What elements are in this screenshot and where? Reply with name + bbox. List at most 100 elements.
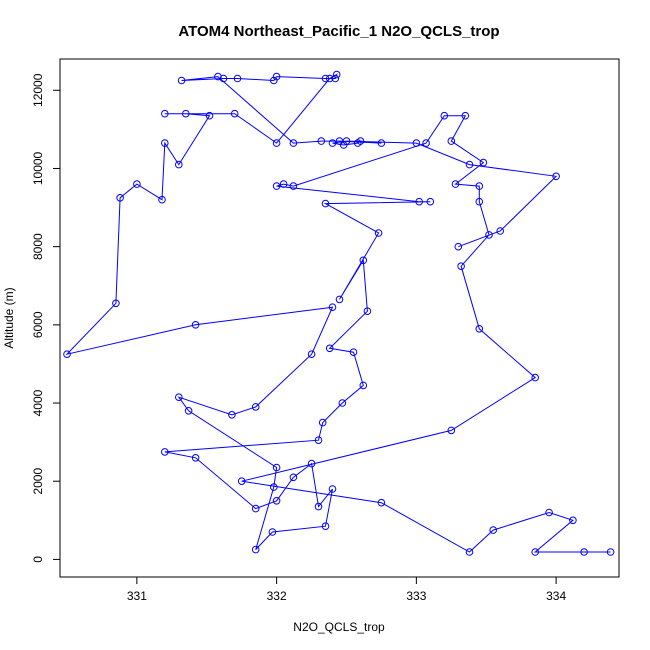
data-point bbox=[175, 160, 183, 169]
data-point bbox=[175, 393, 183, 402]
data-point bbox=[272, 497, 281, 505]
data-point bbox=[161, 448, 169, 456]
data-point bbox=[328, 303, 337, 312]
data-point bbox=[133, 180, 141, 188]
data-point bbox=[335, 295, 344, 304]
data-point bbox=[158, 195, 166, 204]
data-point bbox=[317, 137, 326, 145]
data-point bbox=[461, 111, 470, 120]
data-point bbox=[279, 180, 288, 188]
data-point bbox=[465, 160, 474, 169]
x-tick-label: 332 bbox=[267, 589, 287, 603]
data-point bbox=[214, 72, 222, 81]
data-point bbox=[161, 109, 169, 118]
data-point bbox=[475, 325, 484, 333]
data-point bbox=[191, 454, 200, 462]
data-point bbox=[359, 256, 368, 265]
data-point bbox=[237, 477, 246, 486]
data-point bbox=[331, 74, 340, 83]
series-line bbox=[65, 73, 611, 553]
data-point bbox=[447, 426, 456, 435]
y-tick-label: 8000 bbox=[31, 233, 45, 260]
data-point bbox=[112, 299, 120, 308]
y-axis: 0 2000 4000 6000 8000 10000 12000 bbox=[31, 73, 61, 563]
data-point bbox=[349, 348, 358, 357]
data-point bbox=[465, 548, 474, 556]
data-point bbox=[161, 139, 169, 147]
data-point bbox=[328, 485, 337, 493]
y-tick-label: 2000 bbox=[31, 468, 45, 495]
data-point bbox=[272, 463, 281, 472]
data-point bbox=[307, 459, 316, 468]
data-point bbox=[289, 182, 298, 190]
chart-title: ATOM4 Northeast_Pacific_1 N2O_QCLS_trop bbox=[178, 23, 499, 40]
data-point bbox=[191, 321, 200, 329]
x-tick-label: 334 bbox=[546, 589, 566, 603]
data-point bbox=[314, 502, 323, 511]
data-point bbox=[272, 182, 281, 190]
y-tick-label: 6000 bbox=[31, 311, 45, 338]
data-point bbox=[338, 399, 347, 407]
data-point bbox=[182, 109, 190, 118]
data-point bbox=[580, 548, 588, 556]
data-point bbox=[363, 307, 372, 316]
data-point bbox=[321, 74, 330, 83]
data-point bbox=[422, 139, 430, 147]
data-point bbox=[447, 137, 456, 145]
x-tick-label: 331 bbox=[127, 589, 147, 603]
data-point bbox=[454, 242, 463, 251]
x-axis-label: N2O_QCLS_trop bbox=[293, 620, 385, 634]
data-point bbox=[325, 344, 334, 353]
data-point bbox=[451, 180, 460, 188]
data-point bbox=[205, 111, 214, 120]
series-layer bbox=[63, 70, 615, 556]
data-point bbox=[545, 508, 553, 517]
data-point bbox=[318, 418, 327, 427]
y-tick-label: 10000 bbox=[31, 151, 45, 185]
data-point bbox=[307, 350, 316, 359]
data-point bbox=[228, 411, 236, 419]
data-point bbox=[251, 545, 260, 554]
data-point bbox=[328, 139, 337, 147]
data-point bbox=[531, 373, 540, 382]
data-point bbox=[475, 197, 484, 206]
data-point bbox=[321, 522, 330, 531]
y-tick-label: 4000 bbox=[31, 389, 45, 416]
data-point bbox=[359, 381, 368, 390]
data-point bbox=[374, 229, 383, 237]
data-point bbox=[412, 139, 421, 147]
y-tick-label: 12000 bbox=[31, 73, 45, 107]
data-point bbox=[606, 548, 615, 556]
data-point bbox=[321, 199, 330, 208]
data-point bbox=[251, 504, 260, 513]
data-point bbox=[479, 158, 488, 167]
data-point bbox=[177, 76, 186, 85]
data-point bbox=[289, 473, 298, 482]
data-point bbox=[377, 498, 386, 507]
data-point bbox=[268, 528, 277, 536]
data-point bbox=[440, 111, 449, 120]
x-axis: 331 332 333 334 bbox=[127, 576, 566, 603]
data-point bbox=[475, 182, 484, 190]
data-point bbox=[457, 262, 465, 271]
data-point bbox=[314, 436, 323, 445]
data-point bbox=[569, 516, 577, 525]
data-point bbox=[270, 76, 278, 85]
data-point bbox=[251, 403, 260, 411]
y-axis-label: Altitude (m) bbox=[2, 287, 16, 348]
data-point bbox=[342, 137, 351, 145]
data-point bbox=[184, 407, 193, 415]
x-tick-label: 333 bbox=[406, 589, 426, 603]
data-point bbox=[531, 548, 540, 556]
data-point bbox=[377, 139, 386, 147]
data-point bbox=[426, 197, 435, 206]
data-point bbox=[270, 483, 278, 491]
data-point bbox=[63, 350, 71, 359]
data-point bbox=[353, 139, 362, 147]
data-point bbox=[489, 526, 498, 534]
data-point bbox=[233, 74, 242, 83]
data-point bbox=[230, 109, 239, 118]
data-point bbox=[289, 139, 298, 147]
data-point bbox=[116, 194, 124, 202]
